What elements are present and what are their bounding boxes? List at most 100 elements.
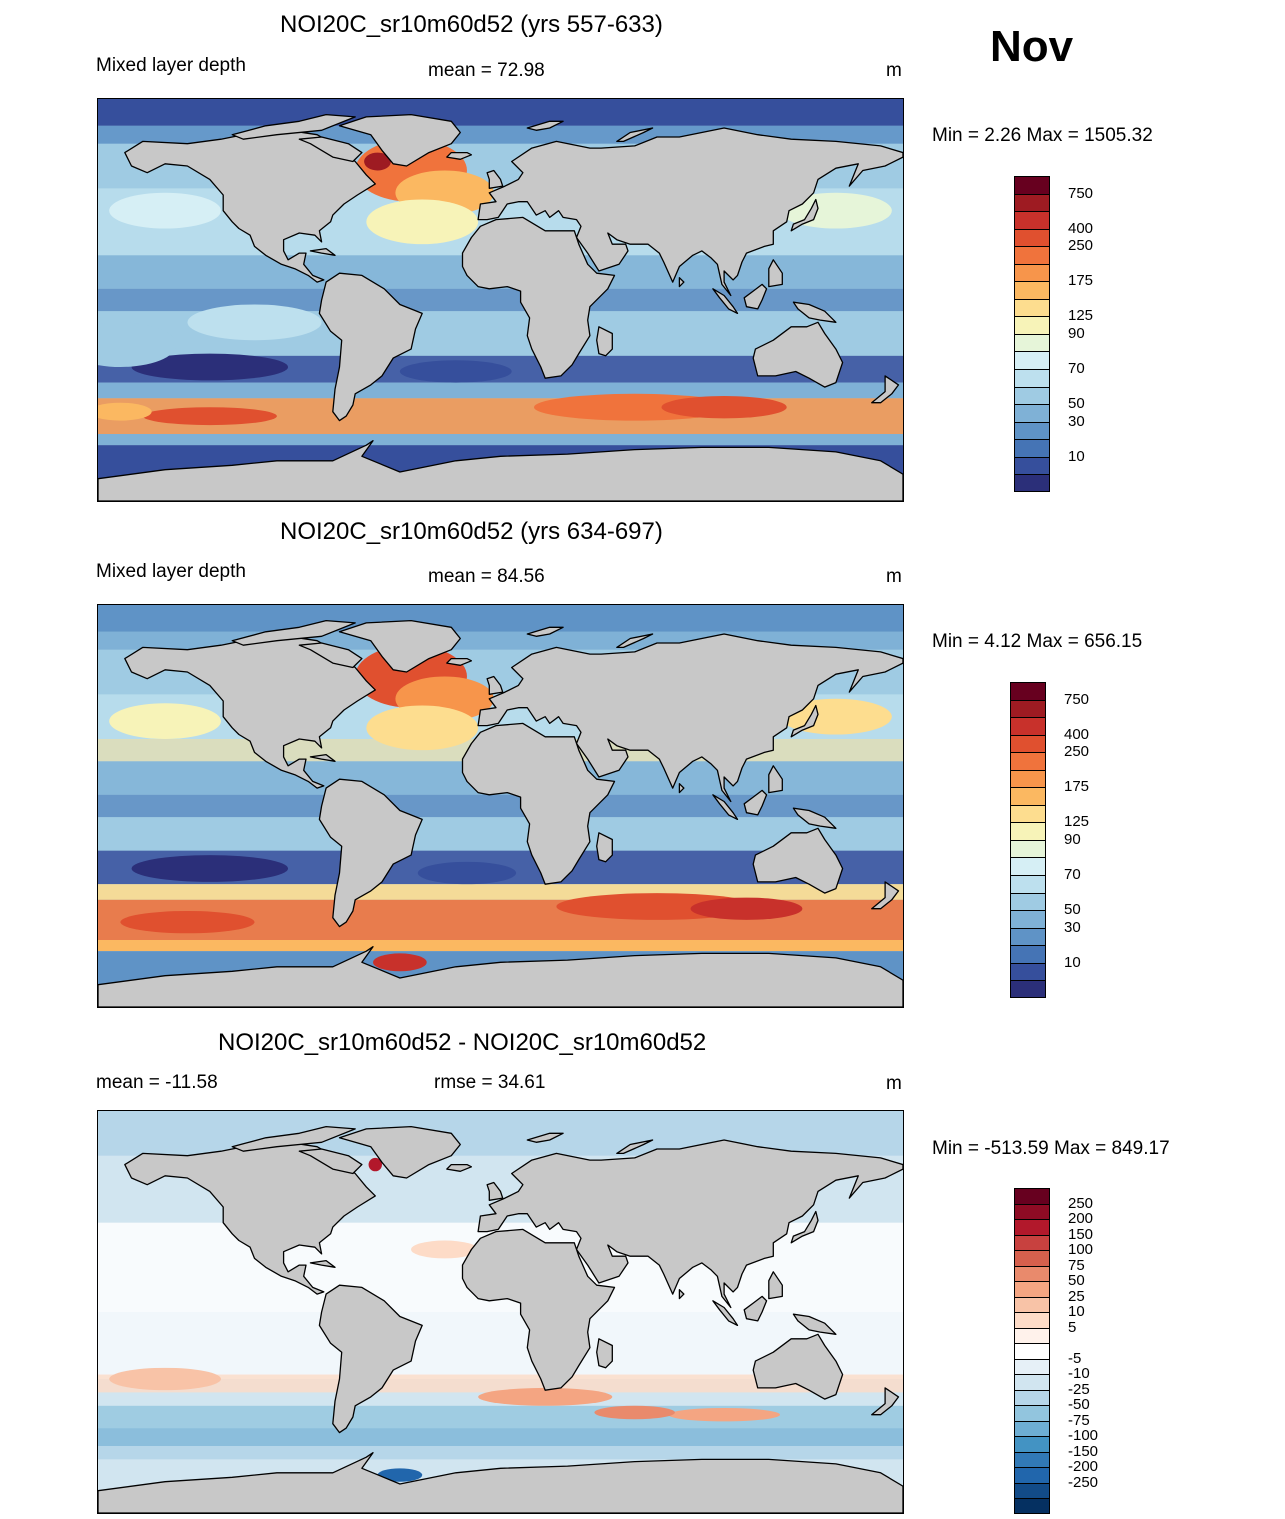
landmass-philippines [768,1271,783,1300]
landmass-samerica [318,778,423,928]
colorbar-label: -150 [1068,1442,1099,1460]
colorbar-label: 50 [1068,1272,1085,1290]
landmass-africa [461,1228,616,1391]
colorbar-label: 200 [1068,1210,1094,1228]
colorbar-label: -10 [1068,1365,1090,1383]
colorbar-box [1014,1420,1050,1437]
colorbar-label: 50 [1068,395,1085,413]
colorbar-box [1010,875,1046,893]
colorbar-box [1014,456,1050,475]
colorbar-box [1014,281,1050,299]
colorbar-box [1014,1451,1050,1468]
colorbar-label: 50 [1064,901,1081,919]
landmass-iceland [446,151,473,160]
landmass-madagascar [596,832,613,863]
landmass-sumatra [712,794,739,821]
colorbar-box [1014,1203,1050,1220]
colorbar-label: 250 [1068,237,1094,255]
colorbar-label: -50 [1068,1396,1090,1414]
panel2-title: NOI20C_sr10m60d52 (yrs 634-697) [280,518,663,545]
colorbar-box [1014,193,1050,212]
landmass-uk [486,675,504,695]
panel1-title: NOI20C_sr10m60d52 (yrs 557-633) [280,11,663,38]
colorbar-box [1014,211,1050,229]
colorbar-label: 175 [1068,272,1094,290]
colorbar-label: 750 [1064,690,1090,708]
landmass-cuba [309,247,336,256]
colorbar-box [1010,945,1046,963]
panel2-minmax: Min = 4.12 Max = 656.15 [932,631,1143,652]
colorbar-label: 150 [1068,1225,1094,1243]
panel3-colorbar: 250 200 150 100 75 50 25 10 5 -5 -10 -25 -50 -75 -100-… [1014,1188,1098,1514]
landmass-samerica [318,1284,423,1434]
colorbar-box [1014,316,1050,334]
colorbar-box [1014,421,1050,440]
landmass-baffin [298,642,363,669]
landmass-philippines [768,765,783,794]
landmass-africa [461,722,616,885]
landmass-eurasia [477,633,903,803]
colorbar-box [1014,404,1050,422]
colorbar-label: 10 [1068,447,1085,465]
landmass-nz [871,375,900,404]
colorbar-label: 250 [1068,1194,1094,1212]
panel2-mean-label: mean = 84.56 [428,566,545,587]
colorbar-box [1014,1296,1050,1313]
landmass-arcticIsl [231,619,356,646]
colorbar-box [1010,682,1046,700]
panel3-mean-label: mean = -11.58 [96,1072,218,1093]
landmass-greenland [338,1125,461,1179]
panel1-mean-label: mean = 72.98 [428,60,545,81]
landmass-novaya [616,633,654,649]
colorbar-label: 90 [1064,831,1081,848]
landmass-svalbard [526,626,564,637]
colorbar-label: 25 [1068,1287,1085,1305]
landmass-cuba [309,1259,336,1268]
landmass-samerica [318,272,423,422]
colorbar-box [1014,333,1050,352]
panel1-variable-label: Mixed layer depth [96,55,246,76]
panel1-colorbar: 750 400 250 175 125 90 70 50 30 10 [1014,176,1093,492]
colorbar-label: 5 [1068,1318,1077,1336]
landmass-uk [486,1181,504,1201]
colorbar-box [1010,962,1046,981]
colorbar-box [1010,734,1046,753]
landmass-newguinea [792,807,837,829]
colorbar-label: 175 [1064,778,1090,796]
colorbar-label: -75 [1068,1411,1090,1429]
landmass-sumatra [712,1300,739,1327]
panel2-variable-label: Mixed layer depth [96,561,246,582]
colorbar-label: 400 [1064,725,1090,743]
landmass-srilanka [678,1289,685,1300]
colorbar-label: 70 [1068,360,1085,378]
colorbar-label: 10 [1064,953,1081,971]
colorbar-box [1014,1234,1050,1251]
colorbar-box [1010,699,1046,718]
colorbar-box [1014,228,1050,247]
colorbar-label: -100 [1068,1427,1099,1445]
colorbar-box [1014,1188,1050,1204]
landmass-arcticIsl [231,113,356,140]
landmass-japan [790,1210,819,1244]
colorbar-label: 30 [1068,412,1085,430]
landmass-baffin [298,1148,363,1175]
landmass-newguinea [792,301,837,323]
colorbar-box [1014,474,1050,492]
colorbar-box [1010,822,1046,840]
panel3-title: NOI20C_sr10m60d52 - NOI20C_sr10m60d52 [218,1029,707,1056]
colorbar-label: -200 [1068,1458,1099,1476]
panel1-units-label: m [886,60,902,81]
colorbar-label: 125 [1068,307,1094,325]
landmass-japan [790,704,819,738]
colorbar-label: 10 [1068,1303,1085,1321]
landmass-uk [486,169,504,189]
landmass-australia [752,1333,844,1400]
panel3-units-label: m [886,1073,902,1094]
landmass-australia [752,321,844,388]
panel1-map [97,98,904,502]
colorbar-label: -25 [1068,1380,1090,1398]
colorbar-box [1014,1343,1050,1359]
colorbar-box [1014,351,1050,370]
landmass-africa [461,216,616,379]
colorbar-label: -250 [1068,1473,1099,1491]
